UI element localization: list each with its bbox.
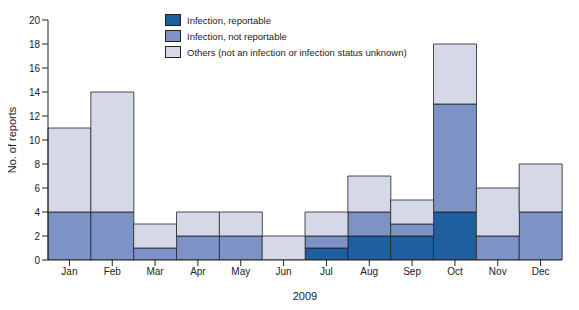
svg-text:12: 12 (29, 111, 41, 122)
html-text:Infection, not reportable: Infection, not reportable (187, 30, 287, 42)
svg-text:May: May (231, 266, 250, 277)
svg-text:Feb: Feb (104, 266, 122, 277)
svg-text:4: 4 (34, 207, 40, 218)
svg-text:No. of reports: No. of reports (8, 106, 18, 173)
svg-text:Oct: Oct (447, 266, 463, 277)
svg-text:Aug: Aug (360, 266, 378, 277)
svg-text:Jan: Jan (61, 266, 77, 277)
svg-text:Dec: Dec (532, 266, 550, 277)
html-text:Others (not an infection or in: Others (not an infection or infection st… (187, 46, 407, 58)
svg-text:0: 0 (34, 255, 40, 266)
svg-text:18: 18 (29, 39, 41, 50)
svg-text:Jul: Jul (320, 266, 333, 277)
svg-text:6: 6 (34, 183, 40, 194)
svg-text:8: 8 (34, 159, 40, 170)
svg-text:Mar: Mar (146, 266, 164, 277)
svg-text:2009: 2009 (293, 290, 317, 302)
svg-text:10: 10 (29, 135, 41, 146)
html-text:Infection, reportable: Infection, reportable (187, 14, 271, 26)
svg-text:Sep: Sep (403, 266, 421, 277)
svg-text:Jun: Jun (276, 266, 292, 277)
svg-text:Nov: Nov (489, 266, 507, 277)
svg-text:2: 2 (34, 231, 40, 242)
svg-text:Apr: Apr (190, 266, 206, 277)
svg-text:16: 16 (29, 63, 41, 74)
svg-text:20: 20 (29, 15, 41, 26)
svg-text:14: 14 (29, 87, 41, 98)
